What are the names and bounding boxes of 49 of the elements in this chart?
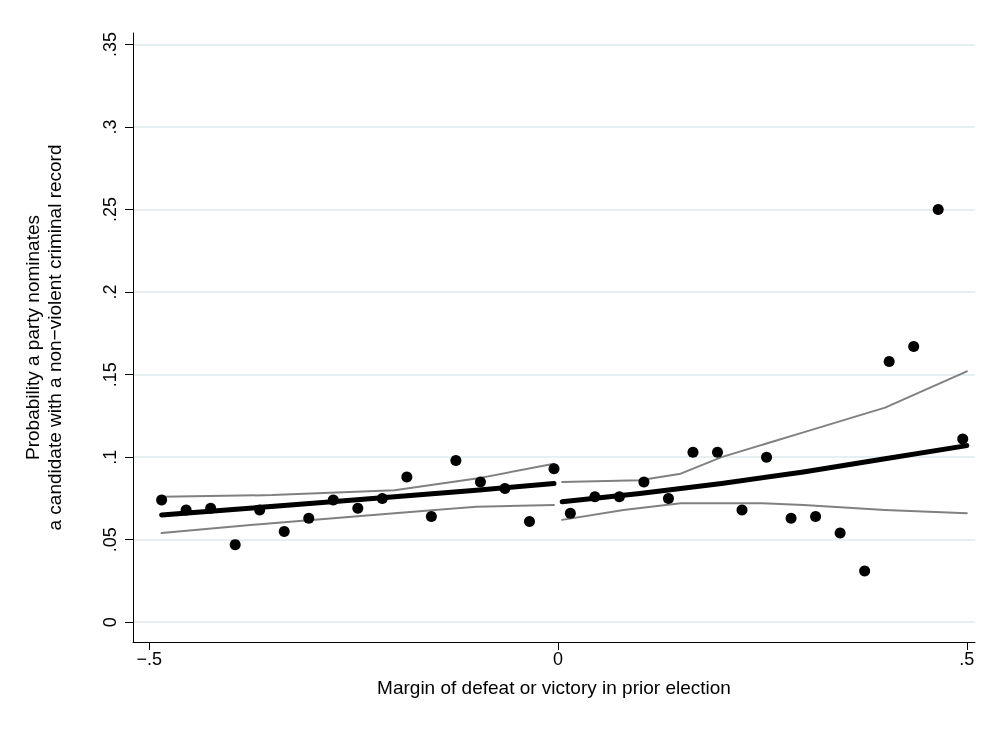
point <box>499 483 511 495</box>
point <box>327 494 339 506</box>
y-tick-label: .1 <box>100 449 120 465</box>
point <box>156 494 168 506</box>
x-tick-label: .5 <box>959 649 975 669</box>
y-tick-label: .3 <box>100 119 120 135</box>
point <box>548 463 560 475</box>
y-tick-label: 0 <box>100 617 120 628</box>
y-tick-label: .05 <box>100 527 120 553</box>
point <box>687 446 699 458</box>
point <box>401 471 413 483</box>
point <box>785 512 797 524</box>
point <box>932 204 944 216</box>
x-tick-label: 0 <box>553 649 564 669</box>
y-axis-title: Probability a party nominates a candidate with a non−violent criminal record <box>21 144 65 531</box>
point <box>303 512 315 524</box>
point <box>425 511 437 523</box>
point <box>564 507 576 519</box>
line-series <box>160 504 555 535</box>
point <box>810 511 822 523</box>
y-tick-label: .15 <box>100 362 120 388</box>
x-tick-label: −.5 <box>136 649 163 669</box>
point <box>613 491 625 503</box>
point <box>908 341 920 353</box>
point <box>229 539 241 551</box>
point <box>278 525 290 537</box>
point <box>450 454 462 466</box>
point <box>957 433 969 445</box>
point <box>883 355 895 367</box>
point <box>352 502 364 514</box>
point <box>205 502 217 514</box>
point <box>736 504 748 516</box>
point <box>712 446 723 458</box>
point <box>859 565 871 577</box>
y-tick-label: .25 <box>100 197 120 223</box>
point <box>474 476 486 488</box>
point <box>761 451 773 463</box>
point <box>662 492 674 504</box>
point <box>834 527 846 539</box>
point <box>376 492 388 504</box>
point <box>180 504 192 516</box>
point <box>523 516 535 528</box>
line-series <box>561 502 968 521</box>
y-tick-label: .35 <box>100 32 120 58</box>
point <box>254 504 266 516</box>
point <box>589 491 601 503</box>
y-tick-label: .2 <box>100 284 120 300</box>
point <box>638 476 650 488</box>
x-axis-title: Margin of defeat or victory in prior election <box>377 677 731 698</box>
